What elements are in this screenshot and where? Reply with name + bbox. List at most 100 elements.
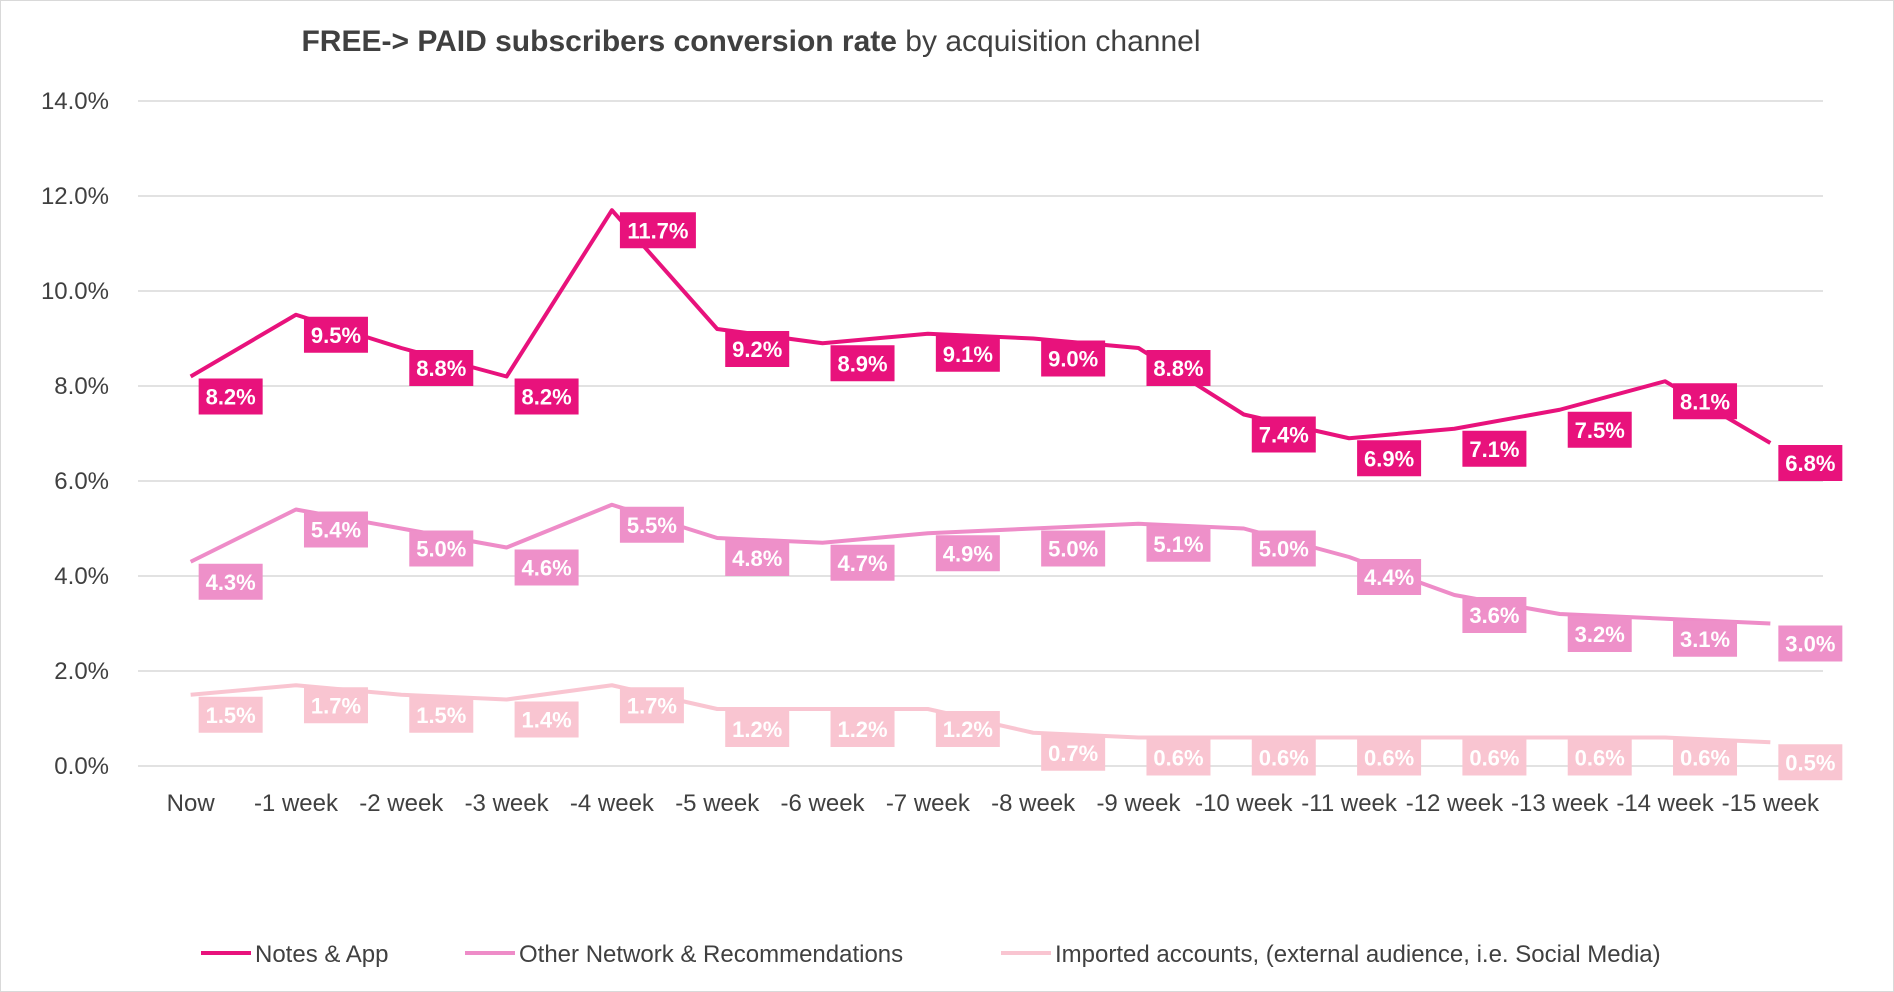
data-label-box	[1251, 416, 1316, 453]
data-label: 8.2%	[522, 385, 572, 410]
data-label: 9.5%	[311, 323, 361, 348]
data-label: 8.2%	[206, 385, 256, 410]
x-tick-label: -5 week	[675, 790, 760, 817]
data-label-box	[725, 711, 790, 747]
data-label-box	[303, 687, 368, 724]
data-label: 9.2%	[732, 337, 782, 362]
chart-title-bold: FREE-> PAID subscribers conversion rate	[301, 25, 897, 58]
legend-label: Other Network & Recommendations	[519, 941, 903, 968]
chart-title-regular: by acquisition channel	[896, 25, 1201, 58]
y-tick-label: 4.0%	[54, 563, 109, 590]
data-label-box	[1357, 559, 1422, 595]
x-tick-label: -3 week	[465, 790, 550, 817]
data-label-box	[619, 212, 696, 249]
data-label-box	[1567, 411, 1632, 448]
data-label: 0.5%	[1785, 750, 1835, 775]
data-label: 0.6%	[1469, 746, 1519, 771]
data-label: 3.0%	[1785, 632, 1835, 657]
data-label-box	[1146, 739, 1211, 776]
x-tick-label: -8 week	[991, 790, 1076, 817]
data-label-box	[514, 378, 579, 415]
data-label-box	[935, 711, 1000, 747]
data-label-box	[409, 350, 474, 386]
x-tick-label: -7 week	[886, 790, 971, 817]
data-label-box	[409, 530, 474, 567]
data-label-box	[198, 563, 263, 600]
data-label: 3.1%	[1680, 627, 1730, 652]
data-label-box	[198, 378, 263, 415]
data-label-box	[198, 696, 263, 733]
data-label: 9.1%	[943, 342, 993, 367]
data-label-box	[1357, 739, 1422, 776]
data-label-box	[409, 696, 474, 733]
data-label-box	[303, 316, 368, 353]
series-line-0	[189, 208, 1772, 445]
x-tick-label: -12 week	[1406, 790, 1504, 817]
data-label-box	[1041, 340, 1106, 377]
data-label-box	[1357, 440, 1422, 477]
x-tick-label: -2 week	[359, 790, 444, 817]
data-label: 4.8%	[732, 546, 782, 571]
chart-title: FREE-> PAID subscribers conversion rate …	[1, 25, 1501, 59]
data-label-box	[725, 331, 790, 367]
data-label: 3.2%	[1575, 622, 1625, 647]
data-label: 3.6%	[1469, 603, 1519, 628]
data-label-box	[830, 544, 895, 581]
data-label-box	[830, 711, 895, 747]
data-label-box	[514, 701, 579, 738]
data-label: 11.7%	[627, 218, 688, 243]
data-label: 8.1%	[1680, 389, 1730, 414]
data-label: 0.6%	[1153, 746, 1203, 771]
y-tick-label: 0.0%	[54, 753, 109, 780]
data-label: 1.2%	[943, 717, 993, 742]
data-label-box	[1567, 616, 1632, 652]
y-axis-tick-labels: 0.0% 2.0% 4.0% 6.0% 8.0% 10.0% 12.0% 14.0%	[41, 88, 109, 780]
series-lines	[189, 208, 1772, 745]
legend-label: Notes & App	[255, 941, 388, 968]
data-label: 4.9%	[943, 541, 993, 566]
x-tick-label: -6 week	[781, 790, 866, 817]
data-label: 1.7%	[627, 693, 677, 718]
data-label: 5.0%	[1048, 537, 1098, 562]
data-label: 8.9%	[837, 351, 887, 376]
data-label-box	[619, 506, 684, 543]
data-label: 1.4%	[522, 708, 572, 733]
data-label-box	[1673, 383, 1738, 420]
data-label: 4.3%	[206, 570, 256, 595]
data-label: 0.7%	[1048, 741, 1098, 766]
data-label-box	[1251, 739, 1316, 776]
data-label-box	[1673, 739, 1738, 776]
data-labels: 8.2% 9.5% 8.8% 8.2% 11.7% 9.2% 8.9% 9.1% 9.0% 8.8…	[198, 212, 1843, 781]
data-label: 1.2%	[732, 717, 782, 742]
data-label-box	[619, 687, 684, 724]
data-label: 0.6%	[1575, 746, 1625, 771]
data-label: 5.5%	[627, 513, 677, 538]
y-tick-label: 8.0%	[54, 373, 109, 400]
data-label: 7.1%	[1469, 437, 1519, 462]
x-axis-tick-labels: Now -1 week -2 week -3 week -4 week -5 week -6…	[167, 790, 1820, 817]
data-label: 4.6%	[522, 556, 572, 581]
data-label: 9.0%	[1048, 347, 1098, 372]
data-label-box	[1146, 350, 1211, 386]
data-label: 1.2%	[837, 717, 887, 742]
data-label: 1.7%	[311, 693, 361, 718]
x-tick-label: -11 week	[1301, 790, 1398, 817]
data-label-box	[725, 540, 790, 576]
data-label: 8.8%	[416, 356, 466, 381]
x-tick-label: -14 week	[1616, 790, 1714, 817]
data-label-box	[1041, 734, 1106, 771]
data-label: 8.8%	[1153, 356, 1203, 381]
data-label-box	[935, 535, 1000, 572]
data-label: 5.0%	[416, 537, 466, 562]
data-label-box	[935, 335, 1000, 372]
data-label: 6.8%	[1785, 451, 1835, 476]
data-label: 5.4%	[311, 518, 361, 543]
x-tick-label: -9 week	[1096, 790, 1181, 817]
data-label: 5.0%	[1259, 537, 1309, 562]
x-tick-label: -13 week	[1511, 790, 1609, 817]
data-label-box	[1041, 530, 1106, 567]
x-tick-label: -4 week	[570, 790, 655, 817]
y-tick-label: 10.0%	[41, 278, 109, 305]
legend: Notes & App Other Network & Recommendatio…	[201, 941, 1661, 968]
